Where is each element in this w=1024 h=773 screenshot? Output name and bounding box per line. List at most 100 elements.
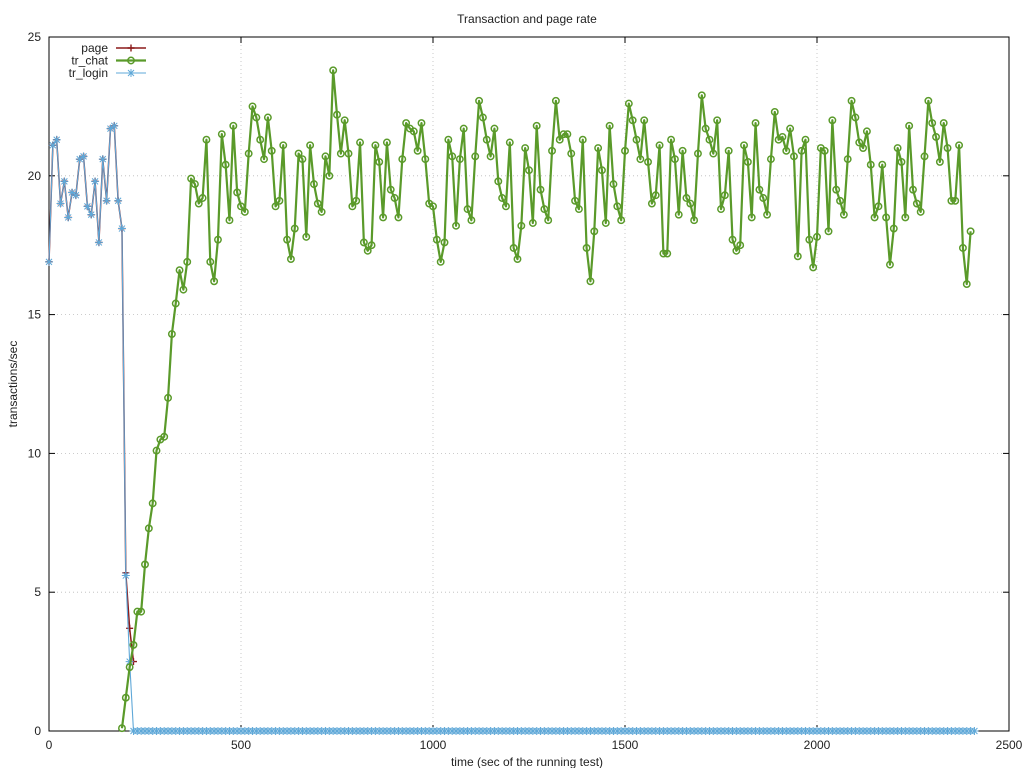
data-point xyxy=(813,232,821,241)
data-point xyxy=(325,171,334,180)
data-point xyxy=(893,144,902,152)
data-point xyxy=(947,196,956,205)
data-point xyxy=(94,238,103,247)
data-point xyxy=(409,127,418,136)
data-point xyxy=(452,221,460,230)
data-point xyxy=(413,146,422,155)
data-point xyxy=(298,155,307,164)
data-point xyxy=(494,177,503,186)
data-point xyxy=(901,213,910,222)
data-point xyxy=(126,624,134,632)
data-point xyxy=(621,146,629,155)
data-point xyxy=(605,121,614,130)
data-point xyxy=(56,199,65,208)
data-point xyxy=(682,194,691,202)
chart-title: Transaction and page rate xyxy=(457,12,597,26)
data-point xyxy=(839,210,848,219)
data-point xyxy=(525,166,533,175)
legend-label: tr_chat xyxy=(71,54,108,68)
data-point xyxy=(367,241,376,250)
y-axis-label: transactions/sec xyxy=(6,341,20,428)
legend-marker xyxy=(127,56,135,65)
data-point xyxy=(916,207,925,216)
data-point xyxy=(110,121,119,130)
data-point xyxy=(509,244,518,252)
data-point xyxy=(436,257,445,266)
data-point xyxy=(563,130,572,139)
data-point xyxy=(317,207,326,216)
data-point xyxy=(344,149,353,158)
data-point xyxy=(244,149,253,158)
data-point xyxy=(797,146,806,155)
data-point xyxy=(943,144,952,152)
axis-ticks: 0 500 1000 1500 2000 2500 0 5 10 15 20 25 xyxy=(28,30,1023,752)
data-point xyxy=(45,257,53,266)
data-point xyxy=(133,607,142,616)
data-point xyxy=(770,108,779,116)
data-point xyxy=(778,132,787,141)
data-point xyxy=(862,127,871,136)
data-point xyxy=(962,280,971,289)
data-point xyxy=(359,238,368,247)
data-point xyxy=(694,149,702,158)
data-point xyxy=(763,210,772,219)
x-tick-label: 500 xyxy=(231,738,251,752)
data-point xyxy=(843,155,852,164)
data-point xyxy=(874,202,883,211)
data-point xyxy=(210,277,219,286)
data-point xyxy=(475,96,484,105)
data-point xyxy=(766,155,775,164)
data-point xyxy=(889,224,898,233)
data-point xyxy=(459,124,468,133)
data-point xyxy=(970,727,979,735)
data-point xyxy=(628,116,637,125)
data-point xyxy=(632,135,641,144)
data-point xyxy=(859,144,868,152)
data-point xyxy=(743,157,752,166)
data-point xyxy=(482,135,491,144)
data-point xyxy=(540,205,549,214)
data-point xyxy=(567,149,576,158)
data-point xyxy=(198,194,207,202)
legend-item-tr-login: tr_login xyxy=(69,66,146,80)
data-point xyxy=(528,219,537,227)
data-point xyxy=(548,146,556,155)
data-point xyxy=(697,91,706,100)
data-point xyxy=(882,213,891,222)
data-point xyxy=(820,146,829,155)
data-point xyxy=(183,257,192,266)
data-point xyxy=(471,152,480,161)
data-point xyxy=(644,157,652,166)
x-tick-label: 0 xyxy=(46,738,53,752)
series-line xyxy=(120,69,972,729)
data-point xyxy=(705,135,714,144)
data-point xyxy=(398,155,407,164)
data-point xyxy=(747,213,756,222)
data-point xyxy=(64,213,73,222)
data-point xyxy=(98,155,107,164)
series-tr-chat xyxy=(118,66,975,733)
data-point xyxy=(137,607,146,616)
data-point xyxy=(701,124,710,133)
y-tick-label: 25 xyxy=(28,30,42,44)
data-point xyxy=(329,66,338,75)
data-point xyxy=(417,119,426,128)
legend-label: page xyxy=(81,41,108,55)
data-point xyxy=(121,571,130,580)
data-point xyxy=(75,155,84,164)
data-point xyxy=(855,138,864,147)
data-point xyxy=(306,141,315,150)
legend-marker xyxy=(127,44,135,52)
data-point xyxy=(48,141,57,150)
data-point xyxy=(275,196,284,205)
data-point xyxy=(609,180,618,189)
data-point xyxy=(164,393,172,402)
x-tick-label: 1500 xyxy=(612,738,639,752)
data-point xyxy=(498,194,507,202)
data-point xyxy=(502,202,510,211)
data-point xyxy=(190,180,199,189)
data-point xyxy=(455,155,464,164)
data-point xyxy=(966,227,975,236)
